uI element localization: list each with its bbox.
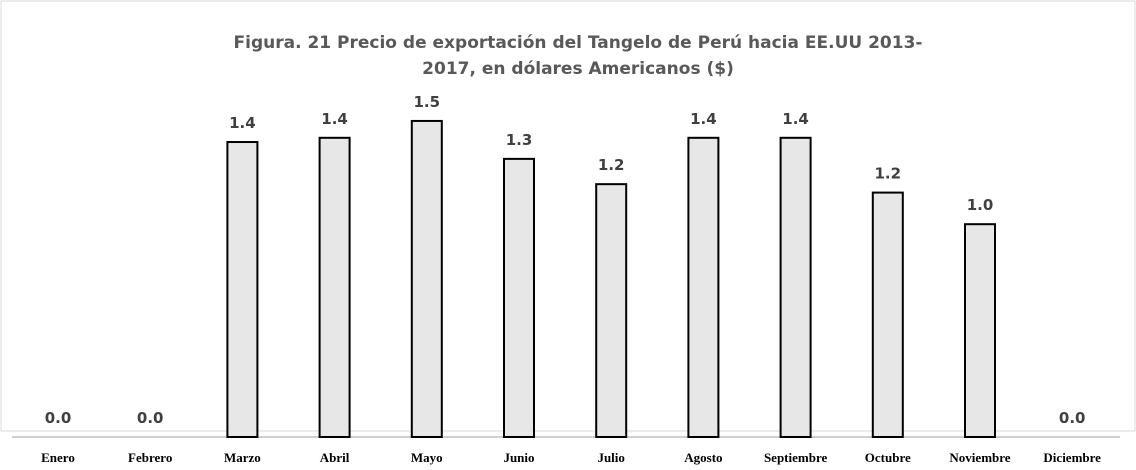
bar bbox=[226, 141, 259, 439]
bar bbox=[503, 157, 535, 438]
bar bbox=[779, 136, 812, 438]
chart-frame bbox=[0, 0, 1136, 432]
value-label: 1.2 bbox=[875, 165, 902, 183]
x-tick-label: Diciembre bbox=[1043, 450, 1101, 465]
value-label: 1.4 bbox=[782, 110, 809, 128]
bar bbox=[595, 183, 628, 438]
x-tick-label: Noviembre bbox=[949, 450, 1010, 465]
bar bbox=[964, 223, 996, 438]
value-label: 1.5 bbox=[414, 93, 441, 111]
value-label: 1.3 bbox=[506, 131, 533, 149]
x-tick-label: Enero bbox=[41, 450, 75, 465]
x-tick-label: Abril bbox=[320, 450, 350, 465]
x-tick-label: Mayo bbox=[411, 450, 443, 465]
x-tick-label: Julio bbox=[597, 450, 624, 465]
value-label: 1.4 bbox=[321, 110, 348, 128]
x-tick-label: Marzo bbox=[224, 450, 261, 465]
value-label: 1.4 bbox=[229, 114, 256, 132]
chart-title: Figura. 21 Precio de exportación del Tan… bbox=[233, 33, 923, 79]
x-tick-label: Octubre bbox=[865, 450, 911, 465]
value-label: 1.2 bbox=[598, 156, 625, 174]
value-label: 0.0 bbox=[137, 409, 164, 427]
value-label: 1.4 bbox=[690, 110, 717, 128]
bar bbox=[871, 191, 904, 438]
bar bbox=[687, 136, 720, 438]
bar bbox=[410, 119, 443, 438]
x-tick-label: Febrero bbox=[128, 450, 172, 465]
value-label: 0.0 bbox=[1059, 409, 1086, 427]
bar bbox=[318, 136, 351, 438]
value-label: 1.0 bbox=[967, 196, 994, 214]
x-tick-label: Agosto bbox=[684, 450, 722, 465]
x-tick-label: Septiembre bbox=[764, 450, 828, 465]
x-tick-label: Junio bbox=[503, 450, 534, 465]
value-label: 0.0 bbox=[45, 409, 72, 427]
